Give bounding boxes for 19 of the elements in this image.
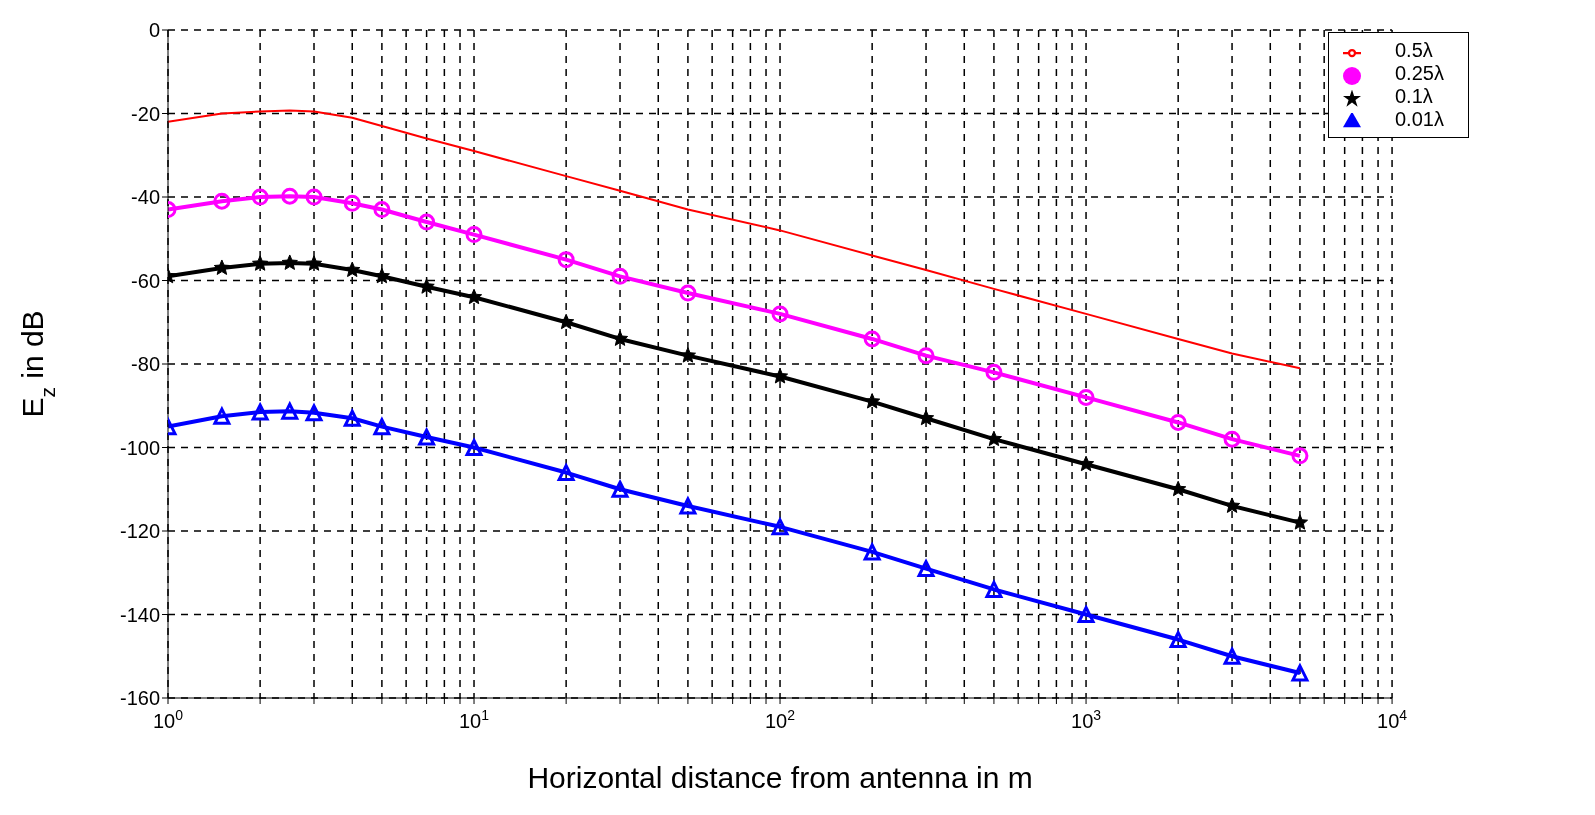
x-tick-label: 10$^{3}$ (1071, 707, 1102, 732)
legend-label: 0.1λ (1395, 85, 1433, 107)
y-tick-label: -20 (131, 102, 160, 125)
x-tick-label: 10$^{0}$ (152, 707, 184, 732)
x-tick-label: 10$^{1}$ (458, 707, 490, 732)
x-axis-title: Horizontal distance from antenna in m (527, 761, 1033, 794)
y-tick-label: -80 (131, 353, 160, 376)
y-tick-label: -140 (119, 603, 160, 626)
y-tick-label: 0 (148, 19, 160, 42)
y-tick-label: -160 (119, 687, 160, 710)
legend-label: 0.25λ (1395, 62, 1444, 84)
legend-label: 0.5λ (1395, 39, 1433, 61)
y-tick-label: -60 (131, 269, 160, 292)
x-tick-label: 10$^{4}$ (1377, 707, 1408, 732)
legend-label: 0.01λ (1395, 108, 1444, 130)
y-tick-label: -40 (131, 186, 160, 209)
x-tick-label: 10$^{2}$ (765, 707, 796, 732)
y-tick-label: -120 (119, 520, 160, 543)
y-tick-label: -100 (119, 436, 160, 459)
